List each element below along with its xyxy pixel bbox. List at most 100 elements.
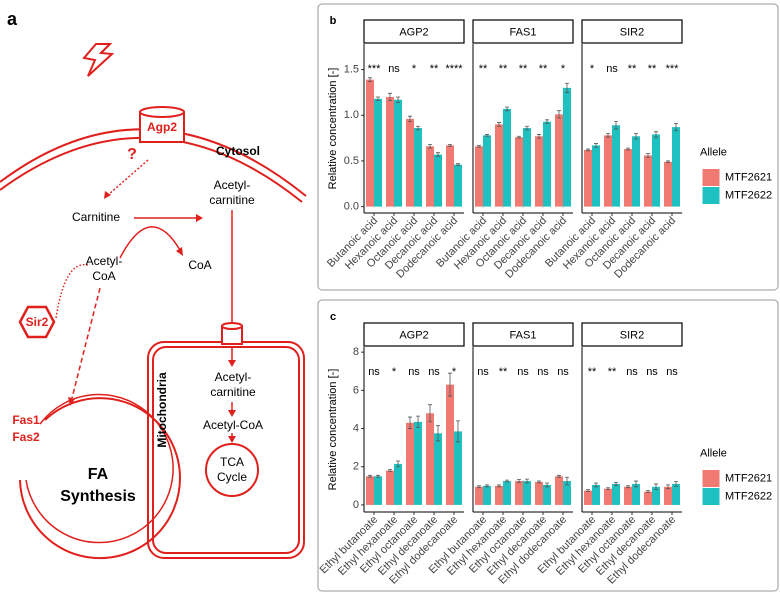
bar bbox=[394, 463, 402, 505]
bar bbox=[475, 486, 483, 505]
receptor-top bbox=[139, 106, 185, 118]
facet-strip bbox=[472, 19, 574, 44]
significance-label: ns bbox=[557, 366, 569, 378]
bar bbox=[386, 96, 394, 207]
tca-circle bbox=[205, 443, 259, 497]
significance-label: ns bbox=[517, 366, 529, 378]
error-bar bbox=[586, 489, 590, 492]
error-bar bbox=[586, 148, 590, 152]
significance-label: ** bbox=[608, 366, 617, 378]
error-bar bbox=[545, 119, 549, 124]
bar bbox=[394, 99, 402, 207]
label: Synthesis bbox=[60, 488, 136, 505]
y-tick-label: 4 bbox=[353, 422, 359, 434]
fa-circle bbox=[19, 397, 181, 560]
panel-frame bbox=[317, 3, 779, 291]
error-bar bbox=[505, 479, 509, 483]
bar bbox=[664, 161, 672, 207]
bar bbox=[523, 128, 531, 207]
dotted-line bbox=[55, 263, 89, 319]
bar bbox=[386, 470, 394, 505]
bar bbox=[535, 136, 543, 207]
bar bbox=[515, 137, 523, 207]
legend-label: MTF2621 bbox=[725, 171, 772, 183]
bar bbox=[434, 154, 442, 207]
bar bbox=[584, 149, 592, 207]
arrow-head bbox=[104, 191, 111, 199]
bar bbox=[652, 134, 660, 207]
significance-label: ns bbox=[408, 366, 420, 378]
facet-title: SIR2 bbox=[620, 26, 644, 38]
error-bar bbox=[654, 483, 658, 491]
label: Acetyl- bbox=[86, 254, 123, 268]
significance-label: * bbox=[590, 63, 595, 75]
legend-swatch bbox=[701, 186, 721, 205]
error-bar bbox=[477, 145, 481, 148]
arrow-head bbox=[228, 360, 236, 367]
significance-label: ** bbox=[539, 63, 548, 75]
error-bar bbox=[517, 479, 521, 483]
error-bar bbox=[606, 133, 610, 138]
error-bar bbox=[634, 133, 638, 140]
bar bbox=[543, 484, 551, 505]
bar bbox=[495, 124, 503, 207]
bar bbox=[426, 146, 434, 207]
bar bbox=[624, 149, 632, 207]
error-bar bbox=[388, 469, 392, 472]
legend-title: Allele bbox=[700, 146, 727, 158]
bar bbox=[584, 490, 592, 505]
error-bar bbox=[537, 134, 541, 139]
error-bar bbox=[614, 481, 618, 486]
label: Mitochondria bbox=[155, 372, 169, 448]
arrow-head bbox=[228, 410, 236, 417]
bar bbox=[644, 155, 652, 207]
error-bar bbox=[525, 125, 529, 131]
significance-label: ** bbox=[499, 63, 508, 75]
bar bbox=[612, 483, 620, 505]
panel-label: c bbox=[330, 311, 336, 323]
lightning bbox=[82, 43, 115, 77]
facet-strip bbox=[472, 322, 574, 347]
facet-title: AGP2 bbox=[399, 26, 428, 38]
bar bbox=[535, 482, 543, 505]
label: Acetyl- bbox=[215, 370, 252, 384]
error-bar bbox=[646, 153, 650, 158]
error-bar bbox=[674, 123, 678, 132]
panel-a bbox=[0, 43, 307, 560]
label: Acetyl- bbox=[214, 178, 251, 192]
facet-title: FAS1 bbox=[510, 329, 537, 341]
significance-label: *** bbox=[666, 63, 680, 75]
significance-label: ** bbox=[648, 63, 657, 75]
bar bbox=[483, 135, 491, 207]
bar bbox=[446, 145, 454, 207]
curved-arrow bbox=[119, 226, 181, 259]
label: Acetyl-CoA bbox=[203, 418, 263, 432]
y-tick-label: 0.0 bbox=[344, 201, 359, 213]
bar bbox=[495, 485, 503, 505]
bar bbox=[604, 135, 612, 207]
panel-label: b bbox=[330, 15, 337, 27]
error-bar bbox=[505, 106, 509, 112]
facet-strip bbox=[581, 19, 683, 44]
bar bbox=[406, 118, 414, 207]
significance-label: ns bbox=[428, 366, 440, 378]
error-bar bbox=[545, 482, 549, 488]
significance-label: * bbox=[452, 366, 457, 378]
bar bbox=[483, 485, 491, 505]
label: Cycle bbox=[217, 470, 247, 484]
bar bbox=[475, 146, 483, 207]
error-bar bbox=[456, 420, 460, 443]
error-bar bbox=[376, 96, 380, 102]
error-bar bbox=[654, 131, 658, 138]
error-bar bbox=[456, 163, 460, 166]
panel-a-text: a Agp2 ? Cytosol Carnitine Acetyl- carni… bbox=[7, 9, 263, 505]
bar bbox=[632, 483, 640, 505]
bar bbox=[426, 413, 434, 505]
y-tick-label: 1.5 bbox=[344, 63, 359, 75]
error-bar bbox=[517, 135, 521, 139]
y-tick-label: 6 bbox=[353, 384, 359, 396]
legend-label: MTF2621 bbox=[725, 472, 772, 484]
bar bbox=[503, 108, 511, 207]
transporter-top bbox=[221, 322, 243, 330]
bar bbox=[454, 431, 462, 505]
